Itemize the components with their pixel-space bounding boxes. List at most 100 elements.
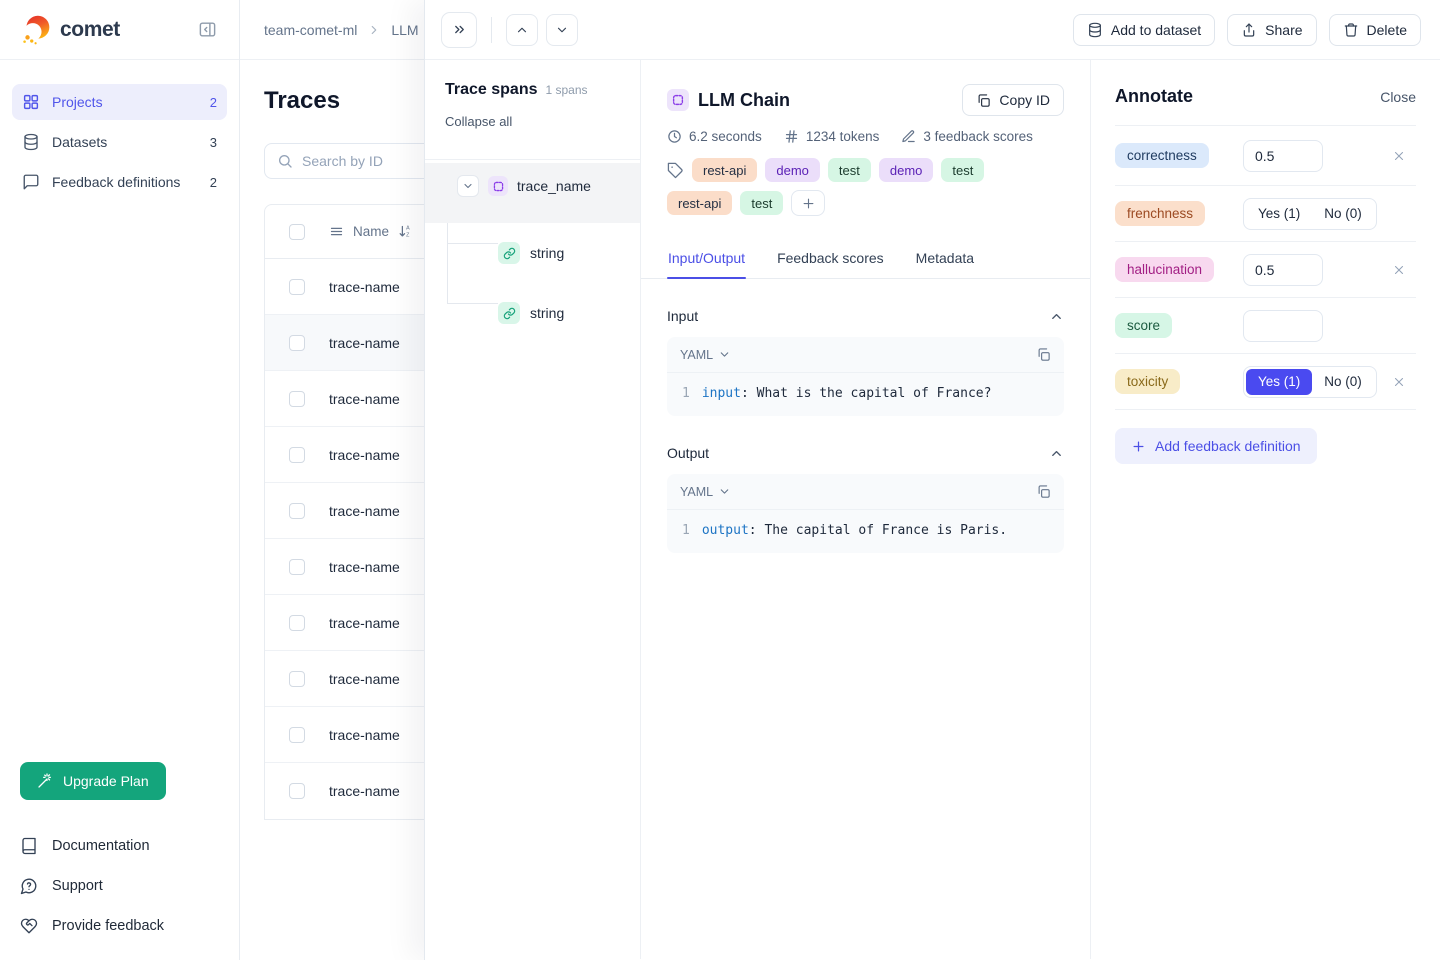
chevron-up-icon[interactable] bbox=[1049, 446, 1064, 461]
trace-name-cell: trace-name bbox=[329, 614, 400, 631]
brand[interactable]: comet bbox=[20, 13, 120, 46]
detail-tabs: Input/Output Feedback scores Metadata bbox=[641, 241, 1090, 279]
tag-test[interactable]: test bbox=[827, 158, 871, 182]
chevrons-right-icon bbox=[452, 22, 467, 37]
feedback-name-badge: hallucination bbox=[1115, 257, 1215, 282]
row-checkbox[interactable] bbox=[289, 390, 305, 407]
feedback-name-badge: score bbox=[1115, 313, 1173, 338]
collapse-span-button[interactable] bbox=[457, 175, 479, 197]
tab-input-output[interactable]: Input/Output bbox=[667, 241, 747, 279]
row-checkbox[interactable] bbox=[289, 278, 305, 295]
trace-name-cell: trace-name bbox=[329, 334, 400, 351]
output-code-line: 1 output: The capital of France is Paris… bbox=[667, 510, 1064, 553]
x-icon bbox=[1392, 375, 1406, 389]
panel-collapse-icon bbox=[198, 20, 217, 39]
chevron-down-icon[interactable] bbox=[718, 348, 731, 361]
feedback-control: Yes (1) No (0) bbox=[1243, 365, 1377, 398]
hash-icon bbox=[784, 129, 799, 144]
sidebar-item-feedback-definitions[interactable]: Feedback definitions 2 bbox=[12, 164, 227, 200]
format-select[interactable]: YAML bbox=[680, 484, 714, 499]
add-feedback-definition-button[interactable]: Add feedback definition bbox=[1115, 428, 1317, 464]
copy-output-button[interactable] bbox=[1036, 484, 1051, 499]
feedback-option-yes[interactable]: Yes (1) bbox=[1246, 201, 1312, 227]
span-row-root[interactable]: trace_name bbox=[425, 163, 640, 223]
x-icon bbox=[1392, 149, 1406, 163]
previous-trace-button[interactable] bbox=[506, 13, 538, 46]
feedback-score-input[interactable] bbox=[1243, 309, 1323, 342]
feedback-score-input[interactable] bbox=[1243, 253, 1323, 286]
tag-test[interactable]: test bbox=[740, 191, 784, 215]
add-to-dataset-button[interactable]: Add to dataset bbox=[1072, 13, 1216, 46]
trace-name-cell: trace-name bbox=[329, 502, 400, 519]
comet-logo-icon bbox=[20, 13, 53, 46]
clear-feedback-button[interactable] bbox=[1388, 259, 1410, 281]
spans-panel-header: Trace spans 1 spans Collapse all bbox=[425, 60, 640, 160]
annotate-rows: correctnessfrenchnessYes (1)No (0)halluc… bbox=[1115, 125, 1416, 410]
feedback-option-no[interactable]: No (0) bbox=[1312, 369, 1374, 395]
upgrade-plan-button[interactable]: Upgrade Plan bbox=[20, 762, 166, 800]
collapse-sidebar-button[interactable] bbox=[195, 18, 219, 42]
span-row-child[interactable]: string bbox=[425, 223, 640, 283]
row-checkbox[interactable] bbox=[289, 446, 305, 463]
row-checkbox[interactable] bbox=[289, 726, 305, 743]
add-tag-button[interactable] bbox=[791, 190, 826, 216]
feedback-option-yes[interactable]: Yes (1) bbox=[1246, 368, 1313, 395]
expand-panel-button[interactable] bbox=[441, 11, 477, 48]
chevron-down-icon bbox=[555, 23, 569, 37]
collapse-all-link[interactable]: Collapse all bbox=[445, 114, 513, 129]
database-icon bbox=[22, 133, 40, 151]
format-select[interactable]: YAML bbox=[680, 347, 714, 362]
feedback-score-input[interactable] bbox=[1243, 139, 1323, 172]
row-checkbox[interactable] bbox=[289, 502, 305, 519]
sidebar-item-label: Feedback definitions bbox=[52, 174, 181, 190]
tag-rest-api[interactable]: rest-api bbox=[692, 158, 758, 182]
footer-link-label: Provide feedback bbox=[52, 918, 165, 934]
row-checkbox[interactable] bbox=[289, 614, 305, 631]
close-annotate-button[interactable]: Close bbox=[1380, 88, 1416, 105]
meta-label: 6.2 seconds bbox=[689, 129, 762, 144]
share-icon bbox=[1241, 22, 1257, 38]
breadcrumb-workspace[interactable]: team-comet-ml bbox=[264, 21, 358, 38]
chevron-down-icon bbox=[462, 180, 474, 192]
footer-link-support[interactable]: Support bbox=[20, 872, 219, 900]
breadcrumb-project[interactable]: LLM bbox=[391, 21, 419, 38]
trash-icon bbox=[1343, 22, 1359, 38]
sidebar-item-count: 3 bbox=[209, 134, 217, 150]
sidebar-item-projects[interactable]: Projects 2 bbox=[12, 84, 227, 120]
tab-feedback-scores[interactable]: Feedback scores bbox=[777, 250, 884, 266]
clear-feedback-button[interactable] bbox=[1388, 145, 1410, 167]
sidebar-item-datasets[interactable]: Datasets 3 bbox=[12, 124, 227, 160]
copy-input-button[interactable] bbox=[1036, 347, 1051, 362]
delete-button[interactable]: Delete bbox=[1328, 13, 1421, 46]
next-trace-button[interactable] bbox=[546, 13, 578, 46]
row-checkbox[interactable] bbox=[289, 670, 305, 687]
copy-icon bbox=[1036, 484, 1051, 499]
tag-test[interactable]: test bbox=[941, 158, 985, 182]
tag-demo[interactable]: demo bbox=[878, 158, 934, 182]
output-section-title: Output bbox=[667, 445, 710, 461]
tab-metadata[interactable]: Metadata bbox=[915, 250, 975, 266]
span-row-child[interactable]: string bbox=[425, 283, 640, 343]
footer-link-documentation[interactable]: Documentation bbox=[20, 832, 219, 860]
select-all-checkbox[interactable] bbox=[289, 223, 305, 240]
footer-link-provide-feedback[interactable]: Provide feedback bbox=[20, 912, 219, 940]
message-icon bbox=[22, 173, 40, 191]
chevron-down-icon[interactable] bbox=[718, 485, 731, 498]
share-button[interactable]: Share bbox=[1227, 13, 1317, 46]
tag-rest-api[interactable]: rest-api bbox=[667, 191, 733, 215]
overlay-header: Add to dataset Share Delete bbox=[425, 0, 1440, 60]
name-column-label: Name bbox=[353, 224, 390, 239]
copy-id-button[interactable]: Copy ID bbox=[962, 84, 1064, 116]
table-row[interactable]: trace-name bbox=[265, 763, 1123, 819]
chevron-up-icon[interactable] bbox=[1049, 309, 1064, 324]
tag-demo[interactable]: demo bbox=[765, 158, 820, 182]
row-checkbox[interactable] bbox=[289, 558, 305, 575]
row-checkbox[interactable] bbox=[289, 783, 305, 799]
row-checkbox[interactable] bbox=[289, 334, 305, 351]
clear-feedback-button[interactable] bbox=[1388, 371, 1410, 393]
sidebar-logo-row: comet bbox=[0, 0, 239, 60]
feedback-option-no[interactable]: No (0) bbox=[1312, 201, 1374, 227]
tree-connector bbox=[447, 220, 448, 303]
